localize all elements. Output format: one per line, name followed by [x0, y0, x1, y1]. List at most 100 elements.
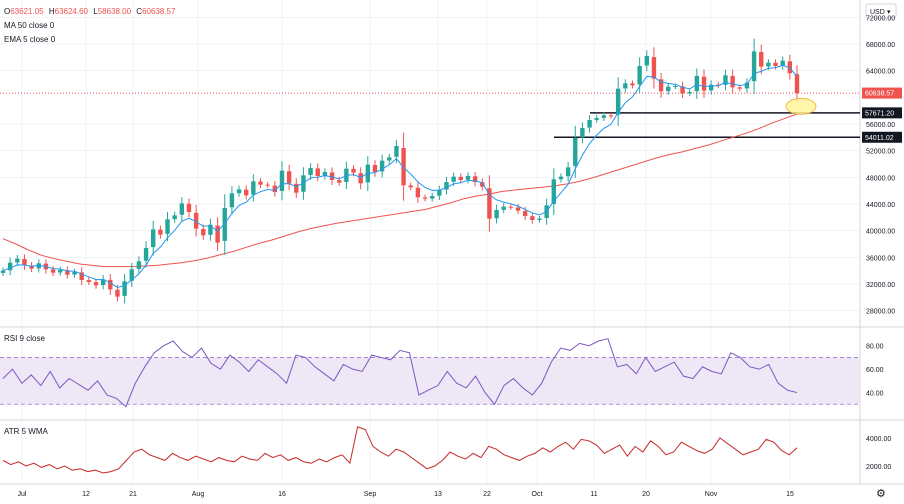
candle-down: [244, 185, 249, 200]
candle-body: [708, 84, 714, 91]
rsi-line: [2, 338, 798, 408]
candle-body: [673, 86, 678, 87]
candle-down: [108, 274, 113, 295]
candle-body: [351, 168, 356, 173]
candle-down: [86, 277, 92, 285]
rsi-axis: 80.00 60.00 40.00: [866, 344, 884, 398]
candle-body: [29, 265, 34, 269]
candle-body: [286, 171, 292, 184]
indicator-ema5-label: EMA 5 close 0: [4, 35, 56, 44]
candle-up: [551, 168, 556, 216]
candle-body: [358, 173, 363, 184]
candle-up: [465, 172, 471, 184]
candle-body: [172, 215, 177, 220]
level2-price-tag: 54011.02: [862, 131, 902, 143]
price-axis: 72000.00 68000.00 64000.00 56000.00 52000.00…: [866, 15, 895, 315]
candle-up: [558, 173, 564, 183]
candle-up: [780, 56, 785, 70]
candle-body: [258, 181, 263, 185]
candle-up: [708, 80, 714, 95]
svg-text:57671.20: 57671.20: [865, 110, 894, 117]
currency-label: USD: [870, 9, 885, 16]
candle-body: [444, 182, 449, 190]
time-tick-label: 21: [129, 491, 137, 498]
candle-down: [401, 132, 406, 201]
candle-body: [658, 79, 664, 92]
candle-body: [723, 75, 728, 85]
atr-title: ATR 5 WMA: [4, 427, 49, 436]
candle-body: [773, 62, 778, 66]
gear-icon[interactable]: ⚙: [876, 487, 886, 500]
candle-body: [279, 170, 285, 191]
candle-body: [594, 118, 599, 120]
candle-up: [537, 215, 542, 223]
price-tick-label: 48000.00: [866, 175, 895, 182]
candle-body: [630, 83, 635, 86]
candle-body: [694, 76, 700, 92]
candle-body: [201, 229, 206, 236]
svg-text:54011.02: 54011.02: [865, 135, 894, 142]
candle-up: [666, 82, 671, 95]
candle-up: [744, 78, 750, 93]
highlight-ellipse: [785, 97, 817, 115]
candle-down: [787, 54, 793, 80]
time-tick-label: Jul: [18, 491, 27, 498]
ohlc-high-key: H: [49, 7, 55, 16]
candle-body: [394, 146, 399, 157]
candle-body: [515, 207, 521, 211]
candle-up: [58, 266, 63, 276]
candle-body: [372, 165, 378, 172]
candle-body: [472, 176, 478, 182]
candle-down: [29, 262, 34, 273]
candle-body: [494, 210, 499, 219]
candle-body: [759, 52, 764, 67]
candle-down: [50, 266, 56, 277]
candle-body: [422, 197, 428, 199]
candle-up: [494, 204, 499, 224]
currency-selector[interactable]: USD ▾: [865, 3, 897, 19]
candle-body: [65, 270, 70, 275]
candle-body: [165, 219, 170, 234]
atr-tick-label: 4000.00: [866, 436, 891, 443]
current-price-tag: 60638.57: [862, 87, 902, 99]
candle-down: [265, 182, 270, 188]
candle-body: [437, 190, 442, 196]
candle-body: [143, 248, 149, 261]
candle-down: [372, 160, 378, 177]
time-tick-label: 11: [590, 491, 597, 498]
price-tick-label: 56000.00: [866, 122, 895, 129]
indicator-ma50-label: MA 50 close 0: [4, 21, 55, 30]
candle-body: [558, 176, 564, 180]
legend: O63621.05 H63624.60 L58638.00 C60638.57 …: [4, 7, 176, 436]
atr-axis: 4000.00 2000.00: [866, 436, 891, 471]
candle-up: [15, 255, 20, 267]
candle-body: [508, 206, 514, 208]
candle-body: [458, 176, 463, 180]
candle-body: [522, 210, 528, 216]
price-tick-label: 28000.00: [866, 309, 895, 316]
candle-up: [222, 194, 227, 255]
candle-body: [551, 179, 556, 205]
candle-down: [530, 212, 535, 224]
candle-down: [193, 204, 199, 237]
candle-body: [322, 172, 328, 176]
candle-body: [222, 208, 227, 241]
svg-text:60638.57: 60638.57: [865, 91, 894, 98]
time-tick-label: 16: [278, 491, 286, 498]
candle-body: [315, 168, 320, 176]
candle-down: [158, 225, 163, 239]
candle-body: [644, 56, 649, 66]
candle-down: [315, 163, 320, 181]
candle-body: [730, 75, 735, 88]
ohlc-low-value: 58638.00: [98, 7, 132, 16]
candle-body: [687, 92, 692, 94]
time-tick-label: Sep: [364, 491, 377, 498]
candle-body: [408, 185, 413, 188]
rsi-tick-label: 80.00: [866, 344, 884, 351]
candle-body: [615, 88, 621, 115]
candle-up: [322, 168, 328, 180]
candle-up: [594, 115, 599, 123]
candle-body: [50, 269, 56, 273]
candle-up: [723, 69, 728, 91]
